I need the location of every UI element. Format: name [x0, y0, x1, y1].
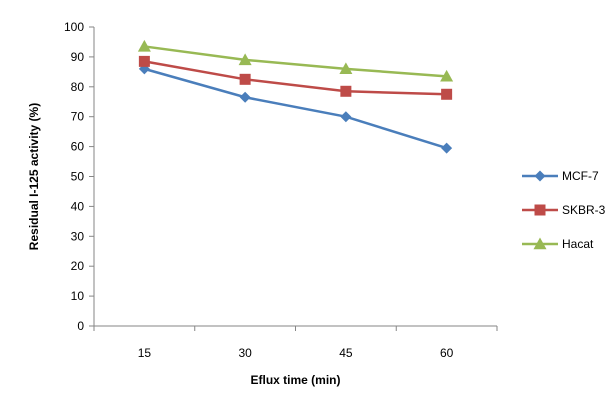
data-point	[238, 53, 252, 66]
x-tick-label: 15	[138, 346, 152, 360]
series-hacat	[137, 39, 454, 82]
y-tick-label: 40	[71, 199, 85, 213]
y-tick-label: 0	[77, 319, 84, 333]
data-point	[137, 39, 151, 52]
series-line	[144, 60, 447, 96]
legend-label: SKBR-3	[562, 203, 606, 217]
data-point	[340, 85, 352, 97]
data-point	[441, 88, 453, 100]
legend-item: SKBR-3	[522, 203, 606, 217]
legend: MCF-7 SKBR-3 Hacat	[522, 169, 606, 251]
legend-item: Hacat	[522, 237, 594, 251]
series-line	[144, 67, 447, 150]
legend-label: MCF-7	[562, 169, 599, 183]
x-axis-title: Eflux time (min)	[250, 373, 340, 387]
legend-marker	[534, 204, 546, 216]
data-point	[440, 69, 454, 82]
y-tick-label: 20	[71, 259, 85, 273]
axes: 0 10 20 30 40 50 60 70 80 90 100 15 30 45 60	[64, 20, 498, 360]
data-point	[340, 111, 352, 123]
y-tick-label: 90	[71, 50, 85, 64]
data-point	[239, 73, 251, 85]
series-layer	[137, 39, 454, 154]
legend-item: MCF-7	[522, 169, 599, 183]
series-mcf-7	[138, 63, 453, 154]
y-tick-label: 70	[71, 110, 85, 124]
data-point	[339, 62, 353, 75]
data-point	[138, 55, 150, 67]
y-tick-label: 10	[71, 289, 85, 303]
legend-marker	[534, 170, 546, 182]
x-tick-label: 45	[339, 346, 353, 360]
y-axis-title: Residual I-125 activity (%)	[27, 103, 41, 250]
y-tick-label: 100	[64, 20, 84, 34]
legend-label: Hacat	[562, 237, 594, 251]
data-point	[239, 91, 251, 103]
y-tick-label: 50	[71, 170, 85, 184]
y-tick-label: 80	[71, 80, 85, 94]
data-point	[441, 142, 453, 154]
x-tick-label: 30	[238, 346, 252, 360]
legend-marker	[533, 237, 547, 250]
x-tick-label: 60	[440, 346, 454, 360]
y-tick-label: 30	[71, 229, 85, 243]
y-tick-label: 60	[71, 140, 85, 154]
series-skbr-3	[138, 55, 453, 100]
series-line	[144, 45, 447, 78]
